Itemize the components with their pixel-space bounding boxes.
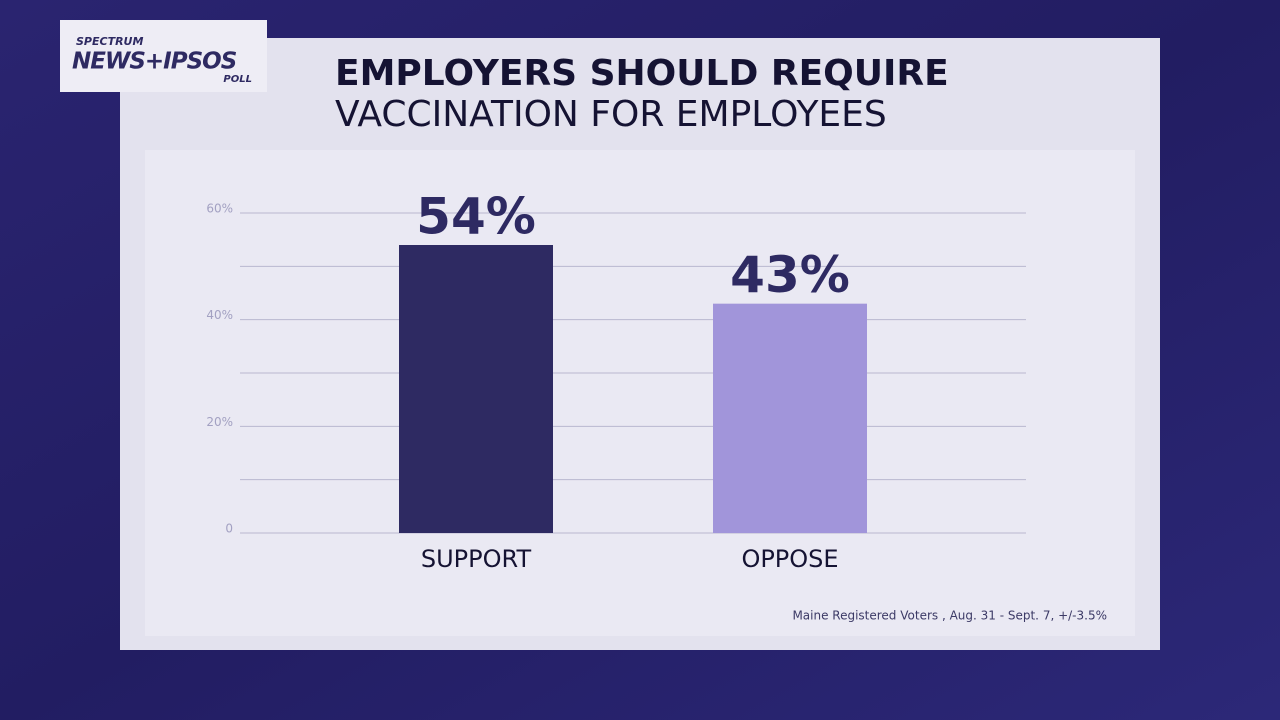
y-tick-label: 0 [225,522,233,536]
value-label: 54% [416,188,536,246]
chart-title: EMPLOYERS SHOULD REQUIRE [335,53,949,94]
logo-main: NEWS+IPSOS [72,49,237,75]
logo-top: SPECTRUM [76,35,143,48]
logo-box [60,20,267,92]
footnote: Maine Registered Voters , Aug. 31 - Sept… [792,609,1107,623]
y-tick-label: 60% [206,202,233,216]
plot-panel [145,150,1135,636]
chart-subtitle: VACCINATION FOR EMPLOYEES [335,94,887,135]
y-tick-label: 20% [206,415,233,429]
value-label: 43% [730,246,850,304]
x-tick-label: SUPPORT [421,545,532,573]
logo-bottom: POLL [223,74,252,85]
bar [713,303,867,533]
bar [399,245,553,533]
y-tick-label: 40% [206,308,233,322]
x-tick-label: OPPOSE [741,545,838,573]
